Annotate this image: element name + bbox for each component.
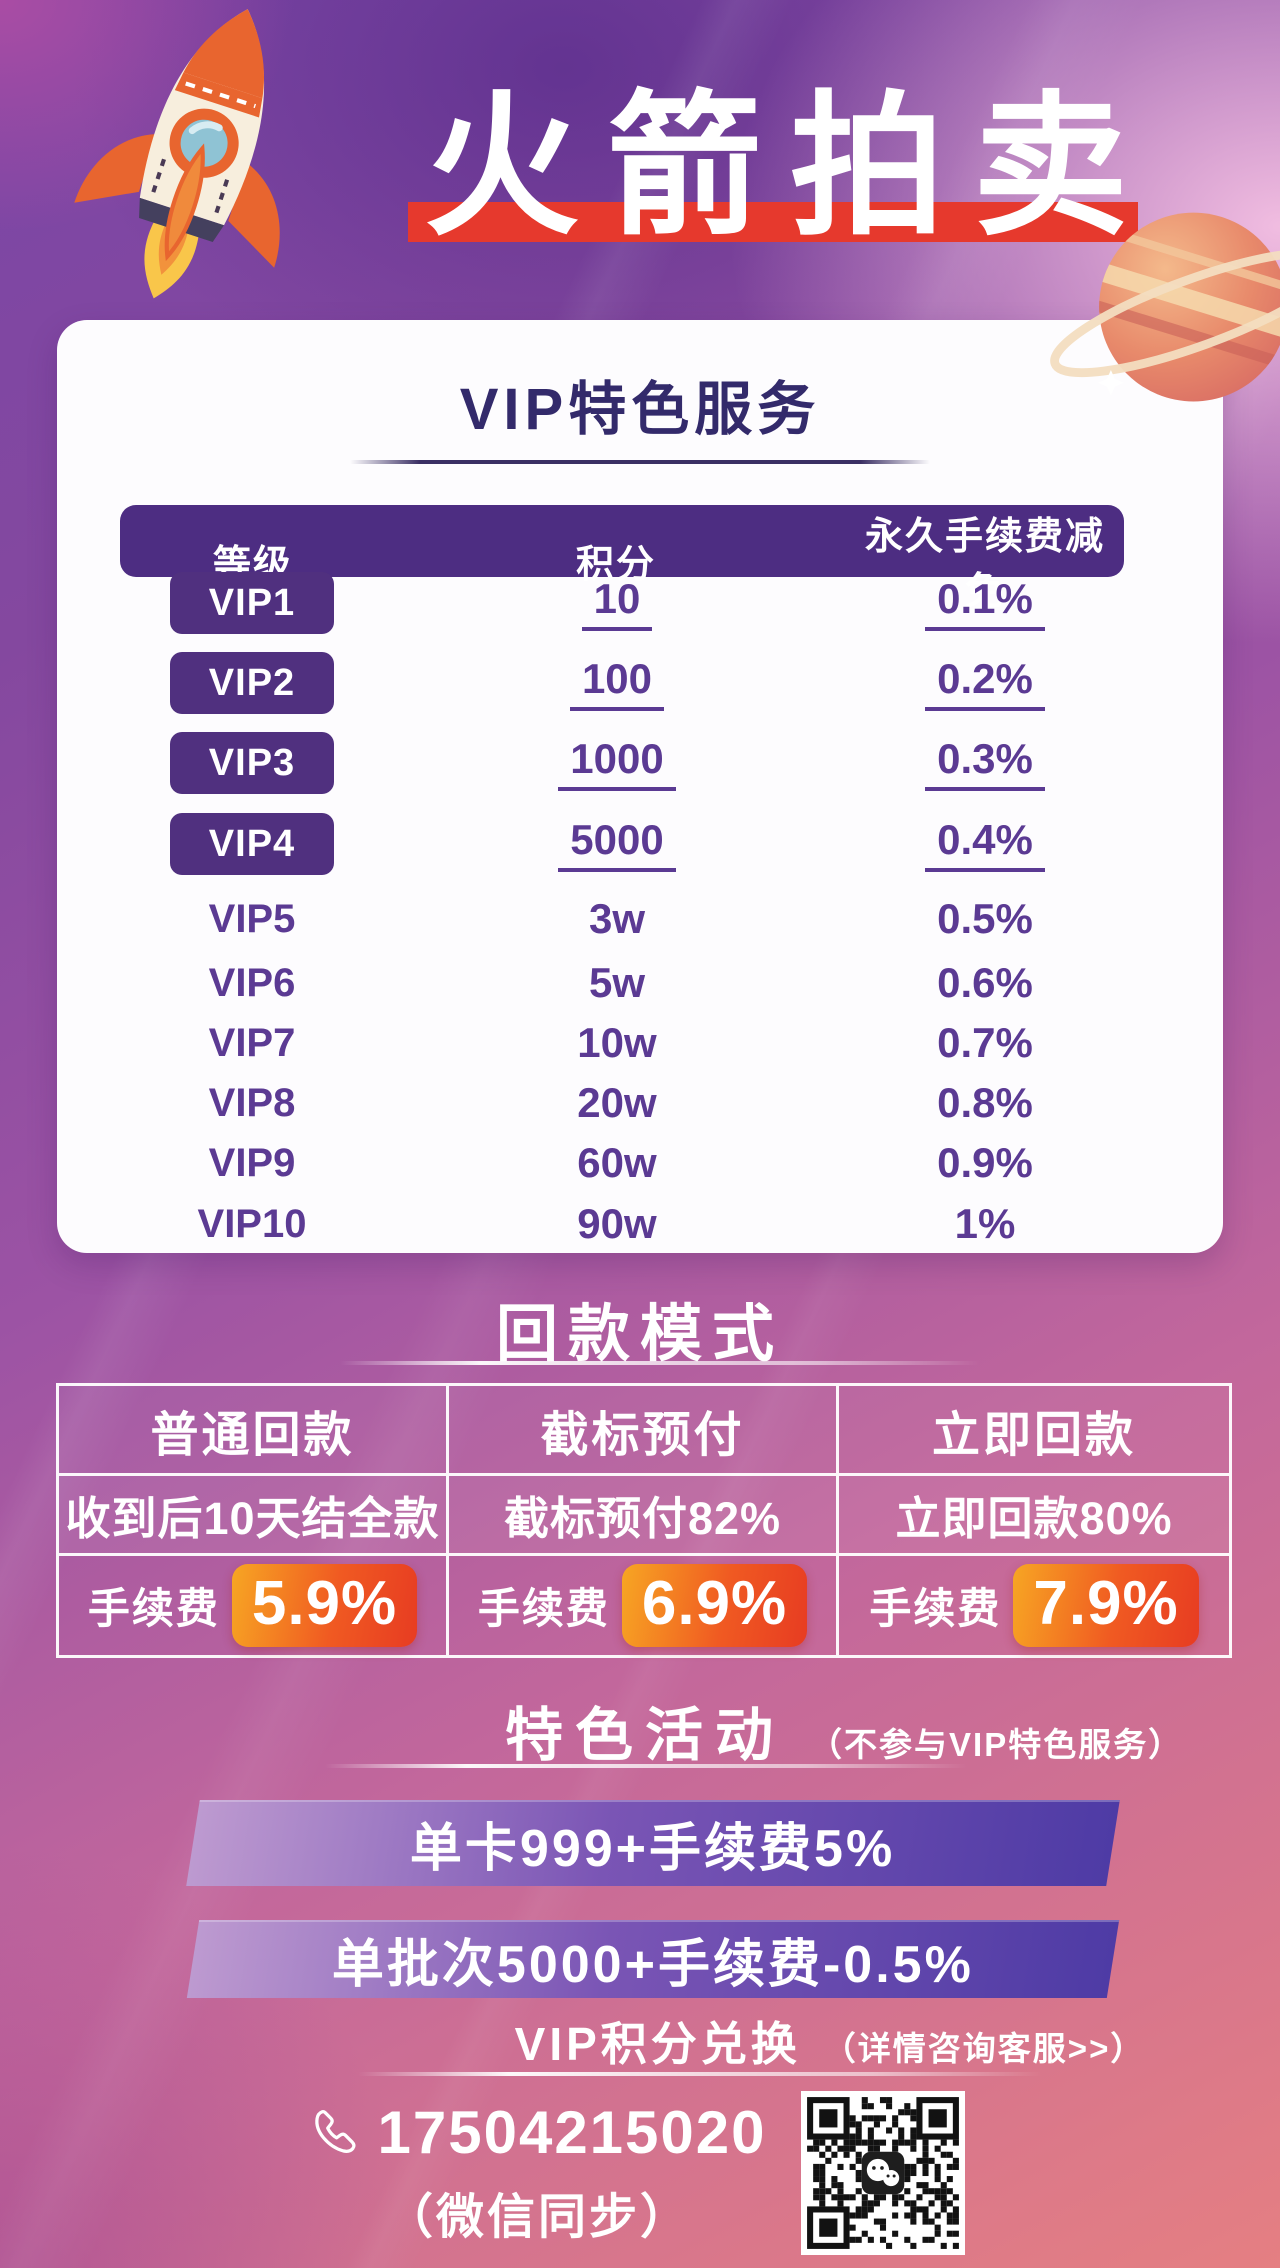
payback-col-prepay: 截标预付: [449, 1386, 839, 1476]
activities-title: 特色活动: [505, 1703, 786, 1768]
vip-discount: 0.7%: [937, 1019, 1033, 1066]
vip-discount: 0.2%: [925, 655, 1045, 711]
payback-divider: [340, 1361, 980, 1365]
vip-discount: 0.1%: [925, 575, 1045, 631]
vip-points: 100: [569, 655, 665, 711]
activity-banner-batch: 单批次5000+手续费-0.5%: [186, 1920, 1120, 1998]
vip-level-badge: VIP1: [170, 572, 334, 634]
vip-level: VIP5: [208, 896, 296, 941]
contact-block: 17504215020 （微信同步）: [288, 2098, 788, 2247]
activity-banner-single-card: 单卡999+手续费5%: [186, 1800, 1120, 1886]
payback-fee: 手续费 5.9%: [59, 1556, 449, 1655]
payback-detail: 立即回款80%: [839, 1476, 1229, 1556]
card-title-divider: [350, 460, 930, 464]
payback-fee: 手续费 6.9%: [449, 1556, 839, 1655]
points-exchange-note: （详情咨询客服>>）: [822, 2030, 1146, 2067]
phone-icon: [315, 2109, 356, 2153]
vip-points: 5w: [588, 959, 646, 1006]
vip-level: VIP10: [197, 1201, 307, 1246]
payback-fee: 手续费 7.9%: [839, 1556, 1229, 1655]
activities-header: 特色活动 （不参与VIP特色服务）: [505, 1688, 1183, 1772]
vip-points: 3w: [588, 895, 646, 942]
vip-points: 60w: [577, 1139, 657, 1186]
vip-discount: 1%: [954, 1200, 1016, 1247]
vip-discount: 0.5%: [937, 895, 1033, 942]
vip-points: 1000: [558, 735, 676, 791]
payback-col-instant: 立即回款: [839, 1386, 1229, 1476]
vip-discount: 0.6%: [937, 959, 1033, 1006]
vip-points: 20w: [577, 1079, 657, 1126]
vip-table-rows: VIP1 10 0.1% VIP2 100 0.2% VIP3 1000 0.3…: [57, 563, 1223, 1255]
vip-discount: 0.9%: [937, 1139, 1033, 1186]
vip-points: 10w: [577, 1019, 657, 1066]
vip-level: VIP8: [208, 1080, 296, 1125]
payback-col-normal: 普通回款: [59, 1386, 449, 1476]
vip-services-card: VIP特色服务 等级 积分 永久手续费减免 VIP1 10 0.1% VIP2 …: [57, 320, 1223, 1253]
payback-detail: 截标预付82%: [449, 1476, 839, 1556]
vip-discount: 0.8%: [937, 1079, 1033, 1126]
activities-note: （不参与VIP特色服务）: [809, 1726, 1184, 1763]
vip-points: 10: [581, 575, 653, 631]
vip-level-badge: VIP4: [170, 813, 334, 875]
rocket-icon: [74, 9, 280, 299]
phone-note: （微信同步）: [384, 2191, 691, 2244]
fee-badge: 6.9%: [621, 1564, 808, 1647]
points-exchange-title: VIP积分兑换: [514, 2018, 801, 2070]
vip-level-badge: VIP3: [170, 732, 334, 794]
vip-discount: 0.3%: [925, 735, 1045, 791]
payback-table: 普通回款 截标预付 立即回款 收到后10天结全款 截标预付82% 立即回款80%…: [56, 1383, 1232, 1658]
fee-badge: 7.9%: [1013, 1564, 1199, 1647]
phone-number: 17504215020: [377, 2099, 767, 2166]
fee-badge: 5.9%: [231, 1564, 418, 1647]
vip-points: 5000: [558, 816, 676, 872]
vip-discount: 0.4%: [925, 816, 1045, 872]
qr-code: [801, 2091, 965, 2255]
vip-level: VIP6: [208, 960, 296, 1005]
planet-icon: [1050, 212, 1280, 402]
vip-col-discount: 永久手续费减免: [864, 516, 1105, 613]
qr-code-image: [801, 2091, 965, 2255]
vip-level: VIP7: [208, 1020, 296, 1065]
title-underline-strip: [408, 202, 1138, 242]
vip-level: VIP9: [208, 1140, 296, 1185]
vip-points: 90w: [577, 1200, 657, 1247]
exchange-divider: [358, 2072, 1042, 2076]
vip-col-points: 积分: [575, 543, 656, 586]
points-exchange-row: VIP积分兑换 （详情咨询客服>>）: [380, 2008, 1280, 2074]
payback-detail: 收到后10天结全款: [59, 1476, 449, 1556]
page-title: 火箭拍卖: [424, 80, 1156, 253]
activities-divider: [325, 1764, 967, 1768]
payback-title: 回款模式: [495, 1300, 784, 1369]
vip-card-title: VIP特色服务: [459, 377, 821, 442]
vip-level-badge: VIP2: [170, 652, 334, 714]
